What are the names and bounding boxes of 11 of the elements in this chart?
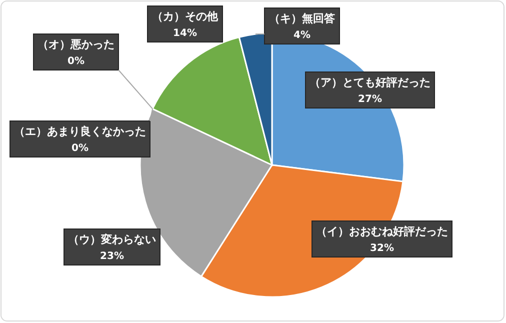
data-label: 14% (173, 28, 197, 39)
data-label: 32% (370, 243, 394, 254)
slice-label: （イ）おおむね好評だった (316, 225, 448, 238)
data-label: 27% (358, 94, 382, 105)
data-label: 23% (100, 251, 124, 262)
data-label: 4% (294, 30, 310, 41)
legend-label: （エ）あまり良くなかった (14, 125, 146, 138)
slice-label: （ウ）変わらない (68, 233, 156, 246)
slice-label: （キ）無回答 (269, 12, 336, 25)
slice-label: （ア）とても好評だった (310, 76, 430, 89)
slice-label: （カ）その他 (152, 10, 219, 23)
